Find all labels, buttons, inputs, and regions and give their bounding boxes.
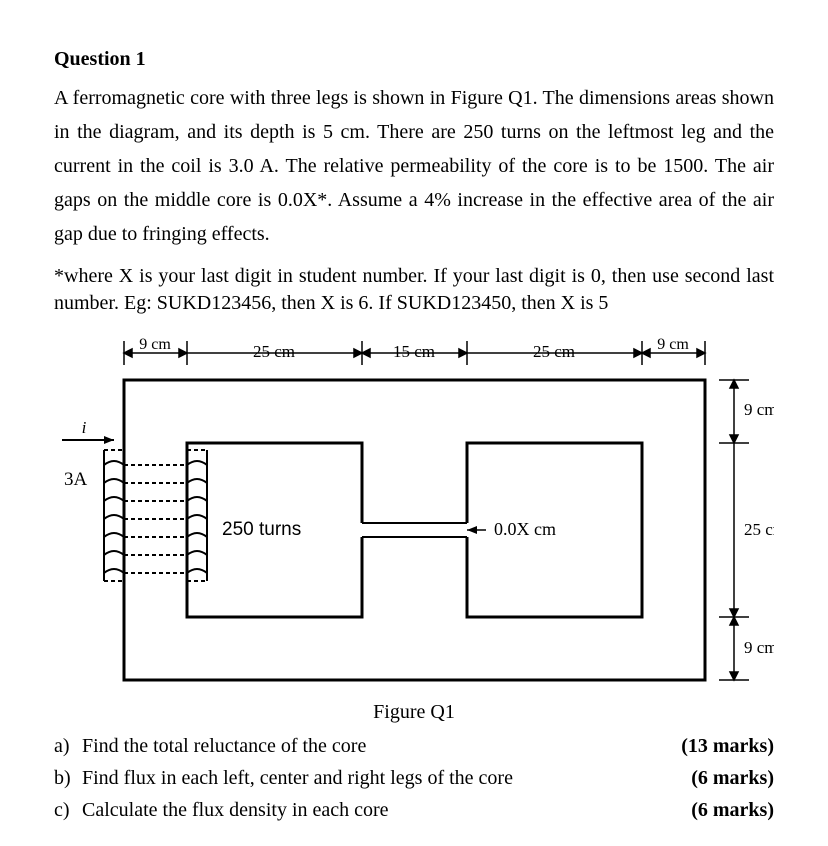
subquestion-row: b) Find flux in each left, center and ri… (54, 762, 774, 794)
subquestion-row: a) Find the total reluctance of the core… (54, 730, 774, 762)
gap-label: 0.0X cm (494, 519, 556, 539)
current-value: 3A (64, 469, 88, 490)
core-outer (124, 380, 705, 680)
subq-text: Find flux in each left, center and right… (82, 762, 513, 794)
question-title: Question 1 (54, 48, 774, 71)
dim-top-2: 25 cm (253, 342, 295, 361)
question-note: *where X is your last digit in student n… (54, 263, 774, 317)
dim-right-1: 9 cm (744, 400, 774, 419)
subq-letter: b) (54, 762, 82, 794)
subq-text: Find the total reluctance of the core (82, 730, 366, 762)
subq-marks: (6 marks) (671, 794, 774, 826)
page-container: Question 1 A ferromagnetic core with thr… (0, 0, 828, 846)
subq-marks: (13 marks) (661, 730, 774, 762)
dim-right-3: 9 cm (744, 638, 774, 657)
dim-top-4: 25 cm (533, 342, 575, 361)
subq-letter: c) (54, 794, 82, 826)
turns-label: 250 turns (222, 519, 301, 540)
current-i-label: i (82, 418, 87, 437)
coil (104, 450, 207, 581)
figure-svg: 9 cm 25 cm 15 cm 25 cm 9 cm 0.0X cm (54, 335, 774, 695)
dim-top-3: 15 cm (393, 342, 435, 361)
dim-top-1: 9 cm (139, 336, 171, 353)
question-body: A ferromagnetic core with three legs is … (54, 81, 774, 251)
figure-caption: Figure Q1 (373, 701, 455, 724)
subquestion-list: a) Find the total reluctance of the core… (54, 730, 774, 826)
subquestion-row: c) Calculate the flux density in each co… (54, 794, 774, 826)
subq-letter: a) (54, 730, 82, 762)
dim-right-2: 25 cm (744, 520, 774, 539)
figure-container: 9 cm 25 cm 15 cm 25 cm 9 cm 0.0X cm (54, 335, 774, 730)
subq-marks: (6 marks) (671, 762, 774, 794)
dim-top-5: 9 cm (657, 336, 689, 353)
subq-text: Calculate the flux density in each core (82, 794, 389, 826)
